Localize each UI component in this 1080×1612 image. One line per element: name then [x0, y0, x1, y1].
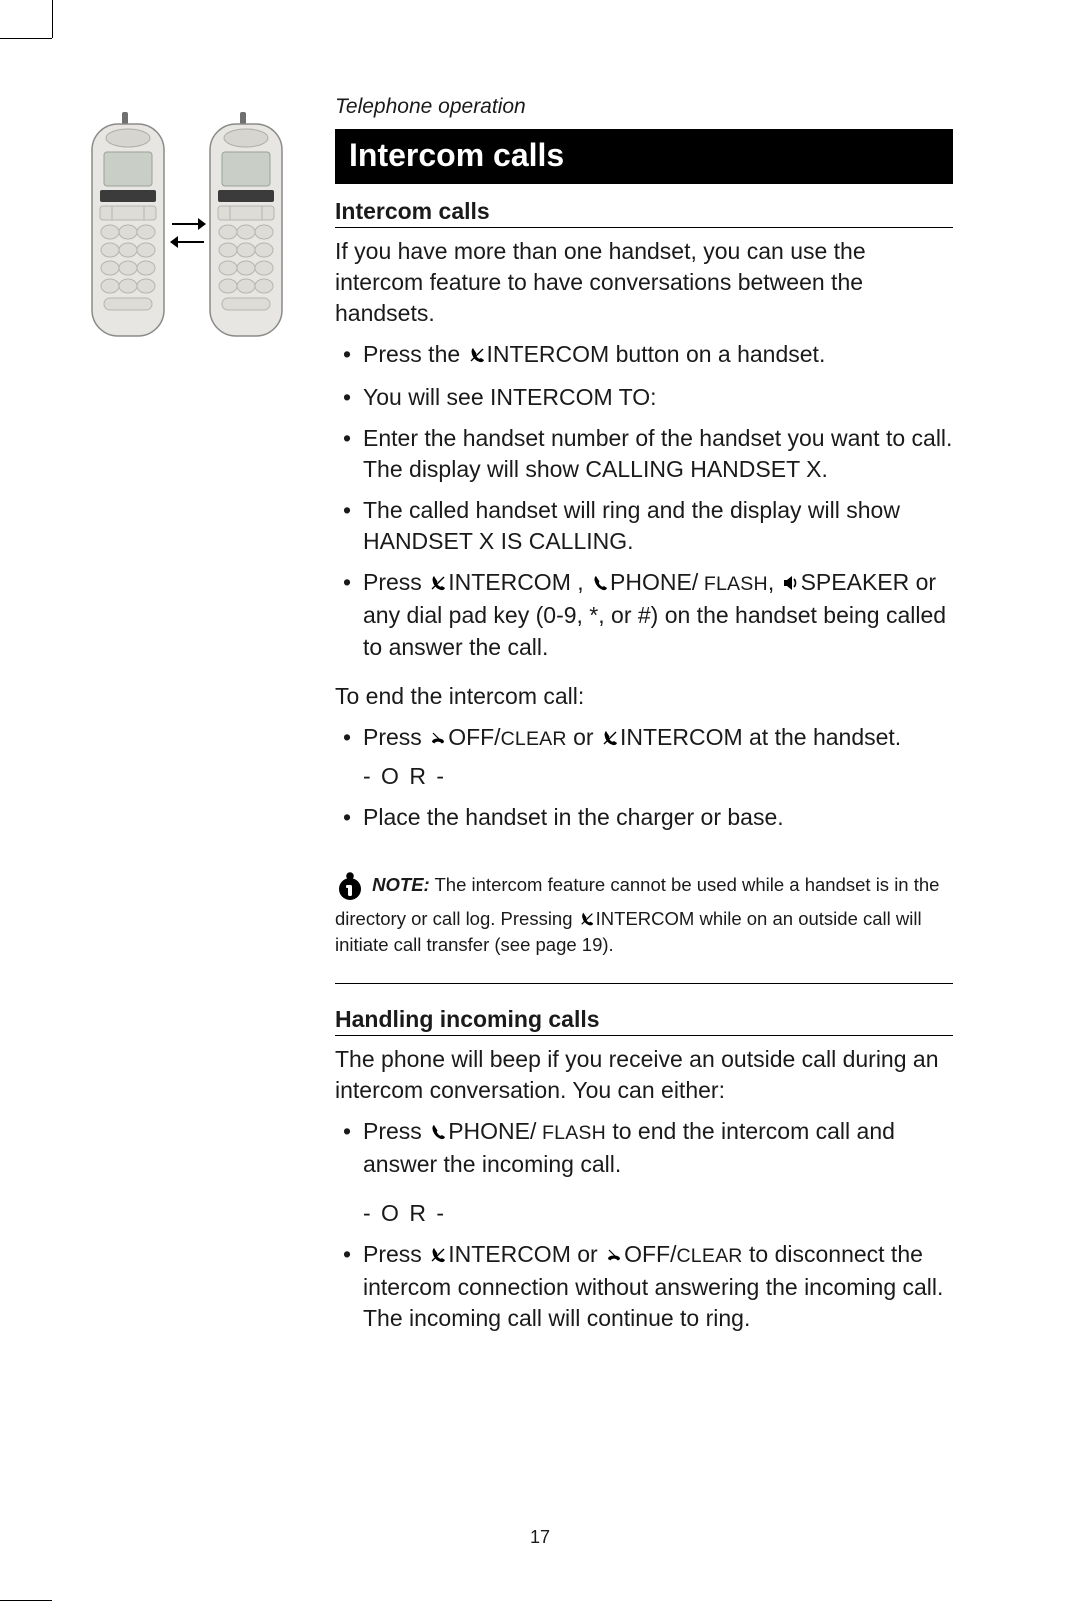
text: Press	[363, 724, 428, 750]
text: INTERCOM	[620, 724, 743, 750]
text: Press	[363, 1118, 428, 1144]
text: or	[571, 1241, 604, 1267]
list-item: You will see INTERCOM TO:	[335, 382, 953, 413]
text: Press the	[363, 341, 467, 367]
text: Press	[363, 569, 428, 595]
handling-intro: The phone will beep if you receive an ou…	[335, 1044, 953, 1106]
or-text: - O R -	[363, 1198, 953, 1229]
content-column: Telephone operation Intercom calls Inter…	[335, 95, 953, 1344]
text: OFF/	[624, 1241, 676, 1267]
handset-icon	[429, 1241, 447, 1272]
handset-icon	[429, 569, 447, 600]
list-item: Press the INTERCOM button on a handset.	[335, 339, 953, 372]
speaker-icon	[782, 569, 800, 600]
or-text: - O R -	[363, 761, 953, 792]
handset-icon	[468, 341, 486, 372]
text: PHONE/	[610, 569, 698, 595]
handset-icon	[579, 909, 595, 933]
page-number: 17	[0, 1527, 1080, 1548]
text: CLEAR	[501, 728, 567, 750]
page: Telephone operation Intercom calls Inter…	[0, 0, 1080, 1612]
crop-mark	[52, 0, 53, 38]
text: FLASH	[536, 1122, 606, 1144]
phone-icon	[591, 569, 609, 600]
phone-icon	[429, 1118, 447, 1149]
text: PHONE/	[448, 1118, 536, 1144]
text: INTERCOM	[448, 569, 571, 595]
info-icon	[335, 871, 365, 907]
list-item: Place the handset in the charger or base…	[335, 802, 953, 833]
list-item: Press OFF/CLEAR or INTERCOM at the hands…	[335, 722, 953, 792]
end-lead: To end the intercom call:	[335, 681, 953, 712]
text: or	[567, 724, 600, 750]
text: Press	[363, 1241, 428, 1267]
subhead-handling: Handling incoming calls	[335, 1006, 953, 1036]
handset-icon	[601, 724, 619, 755]
text: FLASH	[698, 573, 768, 595]
intro-paragraph: If you have more than one handset, you c…	[335, 236, 953, 329]
text: ,	[768, 569, 781, 595]
text: INTERCOM	[448, 1241, 571, 1267]
text: ,	[571, 569, 590, 595]
page-title: Intercom calls	[335, 129, 953, 184]
subhead-intercom-calls: Intercom calls	[335, 198, 953, 228]
text: at the handset.	[743, 724, 902, 750]
text: button on a handset.	[609, 341, 825, 367]
text: CLEAR	[676, 1245, 742, 1267]
handset-pair-illustration	[84, 112, 294, 352]
crop-mark	[0, 38, 52, 39]
text: INTERCOM	[487, 341, 610, 367]
note-block: NOTE: The intercom feature cannot be use…	[335, 871, 953, 984]
crop-mark	[0, 1600, 52, 1601]
list-item: Press INTERCOM , PHONE/ FLASH, SPEAKER o…	[335, 567, 953, 662]
list-item: Enter the handset number of the handset …	[335, 423, 953, 485]
handset-down-icon	[429, 724, 447, 755]
handset-down-icon	[605, 1241, 623, 1272]
end-steps: Press OFF/CLEAR or INTERCOM at the hands…	[335, 722, 953, 833]
note-label: NOTE:	[372, 874, 430, 895]
section-label: Telephone operation	[335, 95, 953, 119]
handling-steps: Press PHONE/ FLASH to end the intercom c…	[335, 1116, 953, 1334]
list-item: Press INTERCOM or OFF/CLEAR to disconnec…	[335, 1239, 953, 1334]
intercom-steps: Press the INTERCOM button on a handset. …	[335, 339, 953, 662]
text: INTERCOM	[596, 908, 695, 929]
list-item: Press PHONE/ FLASH to end the intercom c…	[335, 1116, 953, 1229]
list-item: The called handset will ring and the dis…	[335, 495, 953, 557]
text: SPEAKER	[801, 569, 910, 595]
text: OFF/	[448, 724, 500, 750]
